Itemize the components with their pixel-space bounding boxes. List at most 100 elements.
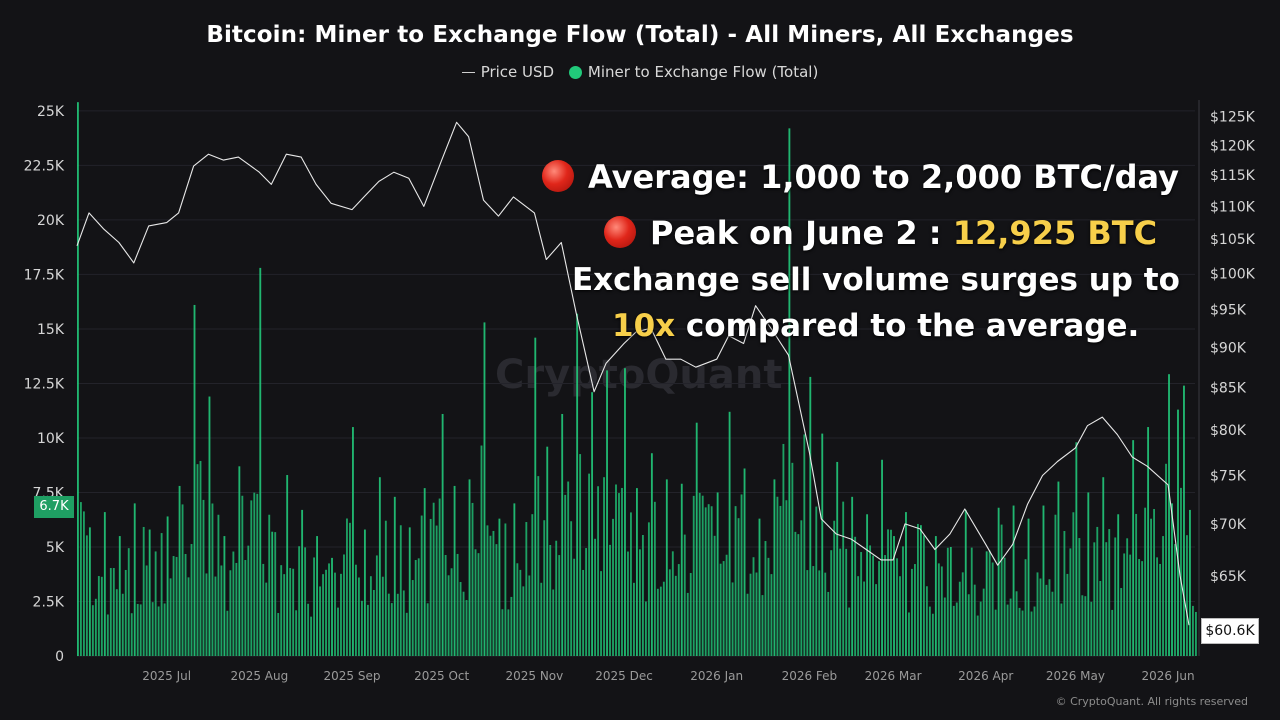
flow-bar bbox=[1189, 509, 1191, 656]
flow-bar bbox=[495, 544, 498, 656]
flow-bar bbox=[151, 602, 154, 656]
flow-bar bbox=[540, 582, 543, 656]
flow-bar bbox=[456, 553, 459, 656]
flow-bar bbox=[982, 588, 985, 656]
flow-bar bbox=[851, 496, 854, 656]
flow-bar bbox=[1090, 601, 1093, 656]
flow-bar bbox=[459, 582, 462, 656]
x-tick-label: 2025 Jul bbox=[142, 669, 191, 683]
flow-bar bbox=[343, 554, 345, 656]
flow-bar bbox=[393, 496, 396, 656]
flow-bar bbox=[863, 581, 866, 656]
flow-bar bbox=[154, 551, 157, 656]
flow-bar bbox=[644, 601, 647, 656]
flow-bar bbox=[884, 555, 886, 656]
flow-bar bbox=[474, 549, 477, 656]
flow-bar bbox=[615, 484, 617, 656]
flow-bar bbox=[295, 610, 298, 656]
flow-bar bbox=[1015, 591, 1018, 656]
flow-bar bbox=[695, 422, 698, 656]
flow-bar bbox=[471, 502, 474, 656]
flow-bar bbox=[492, 530, 495, 656]
flow-bar bbox=[88, 527, 91, 656]
flow-bar bbox=[713, 535, 716, 656]
flow-bar bbox=[916, 523, 919, 656]
flow-bar bbox=[1012, 505, 1015, 656]
flow-bar bbox=[1120, 588, 1123, 656]
flow-bar bbox=[1144, 507, 1147, 656]
flow-bar bbox=[145, 565, 148, 656]
flow-bar bbox=[211, 503, 214, 656]
flow-bar bbox=[1135, 513, 1138, 656]
flow-bar bbox=[731, 582, 734, 656]
flow-bar bbox=[1192, 605, 1194, 656]
flow-bar bbox=[1093, 542, 1096, 656]
flow-bar bbox=[749, 573, 752, 656]
x-tick-label: 2025 Oct bbox=[414, 669, 469, 683]
flow-bar bbox=[1057, 481, 1060, 656]
flow-bar bbox=[1105, 542, 1108, 656]
chart-title: Bitcoin: Miner to Exchange Flow (Total) … bbox=[206, 22, 1074, 48]
flow-bar bbox=[357, 577, 360, 656]
flow-bar bbox=[1075, 442, 1078, 656]
annotation-peak: Peak on June 2 : 12,925 BTC bbox=[604, 214, 1157, 252]
flow-bar bbox=[531, 514, 534, 656]
flow-bar bbox=[728, 411, 731, 656]
flow-bar bbox=[405, 612, 408, 656]
flow-bar bbox=[193, 304, 196, 656]
flow-bar bbox=[656, 588, 659, 656]
flow-bar bbox=[175, 556, 178, 656]
legend-item-price[interactable]: Price USD bbox=[461, 62, 555, 81]
flow-bar bbox=[241, 495, 244, 656]
legend-item-flow[interactable]: Miner to Exchange Flow (Total) bbox=[568, 62, 819, 81]
legend: Price USD Miner to Exchange Flow (Total) bbox=[0, 62, 1280, 81]
flow-bar bbox=[773, 479, 776, 656]
flow-bar bbox=[752, 557, 755, 656]
flow-bar bbox=[229, 570, 232, 656]
flow-bar bbox=[836, 461, 839, 656]
flow-bar bbox=[1168, 374, 1170, 656]
flow-bar bbox=[1045, 584, 1048, 656]
flow-bar bbox=[845, 548, 848, 656]
flow-bar bbox=[928, 606, 931, 656]
flow-bar bbox=[226, 610, 229, 656]
flow-bar bbox=[378, 477, 381, 656]
flow-bar bbox=[208, 396, 211, 656]
flow-bar bbox=[214, 576, 217, 656]
flow-bar bbox=[937, 563, 940, 656]
right-tick-label: $80K bbox=[1210, 423, 1247, 439]
flow-bar bbox=[307, 603, 310, 656]
flow-bar bbox=[922, 535, 925, 656]
legend-label-flow: Miner to Exchange Flow (Total) bbox=[587, 62, 819, 81]
flow-bar bbox=[259, 267, 262, 656]
x-tick-label: 2026 Mar bbox=[865, 669, 922, 683]
flow-bar bbox=[725, 554, 728, 656]
flow-bar bbox=[507, 609, 510, 656]
flow-bar bbox=[585, 548, 588, 656]
flow-bar bbox=[349, 522, 351, 656]
flow-bar bbox=[692, 495, 695, 656]
flow-bar bbox=[609, 544, 611, 656]
left-tick-label: 15K bbox=[37, 322, 65, 338]
left-tick-label: 20K bbox=[37, 213, 65, 229]
flow-bar bbox=[100, 576, 103, 656]
legend-label-price: Price USD bbox=[480, 62, 555, 81]
flow-bar bbox=[423, 488, 426, 656]
flow-bar bbox=[594, 538, 597, 656]
flow-bar bbox=[480, 445, 483, 656]
flow-bar bbox=[1081, 595, 1084, 656]
flow-bar bbox=[1072, 512, 1075, 656]
flow-bar bbox=[1084, 596, 1087, 656]
flow-bar bbox=[402, 590, 405, 656]
flow-bar bbox=[647, 522, 650, 656]
flow-bar bbox=[650, 453, 653, 656]
flow-bar bbox=[701, 495, 704, 656]
flow-bar bbox=[710, 506, 713, 656]
x-tick-label: 2026 May bbox=[1046, 669, 1105, 683]
flow-bar bbox=[737, 518, 740, 656]
right-tick-label: $125K bbox=[1210, 110, 1256, 126]
flow-bar bbox=[363, 529, 366, 656]
flow-bar bbox=[313, 557, 316, 656]
flow-bar bbox=[821, 433, 824, 656]
